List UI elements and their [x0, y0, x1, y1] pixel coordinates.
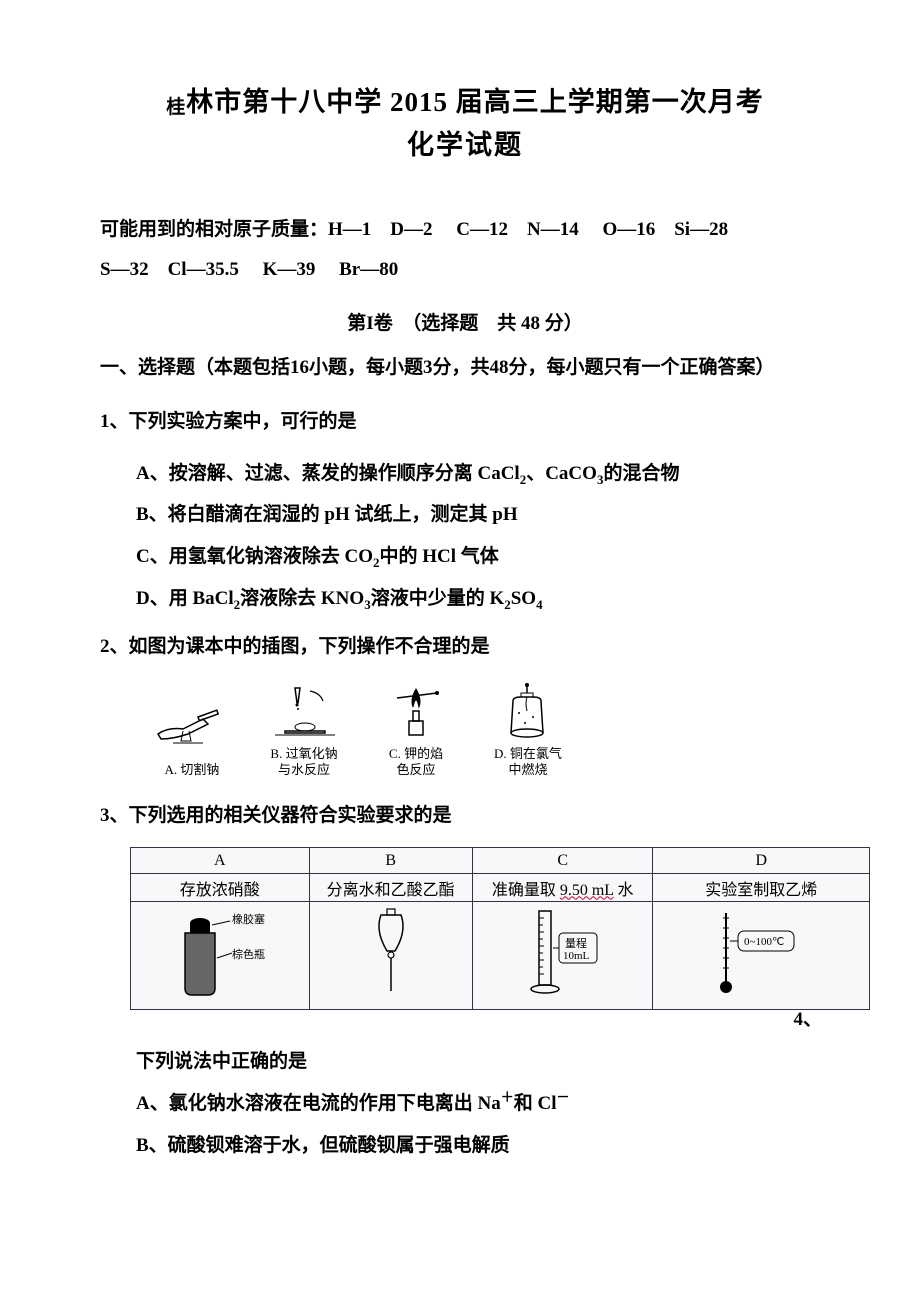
separating-funnel-icon [341, 903, 441, 1003]
brown-bottle-icon: 橡胶塞 棕色瓶 [150, 903, 290, 1003]
q1d-mid: 溶液除去 KNO [240, 588, 364, 609]
brown-label: 棕色瓶 [232, 947, 265, 961]
q2d-cap1: D. 铜在氯气 [494, 746, 562, 761]
q4a-sup2: － [556, 1090, 569, 1105]
atomic-mass-info: 可能用到的相对原子质量：H—1 D—2 C—12 N—14 O—16 Si—28… [100, 210, 830, 290]
q2-fig-c-caption: C. 钾的焰色反应 [389, 746, 443, 780]
q2-fig-d-caption: D. 铜在氯气中燃烧 [494, 746, 562, 780]
q4-option-a: A、氯化钠水溶液在电流的作用下电离出 Na＋和 Cl－ [100, 1083, 830, 1125]
table-row: 存放浓硝酸 分离水和乙酸乙酯 准确量取 9.50 mL 水 实验室制取乙烯 [131, 874, 870, 902]
range-label-1: 量程 [565, 937, 587, 950]
q4a-pre: A、氯化钠水溶液在电流的作用下电离出 Na [136, 1093, 501, 1114]
section-1-instruction: 一、选择题（本题包括16小题，每小题3分，共48分，每小题只有一个正确答案） [100, 349, 830, 387]
q3-apparatus-table: A B C D 存放浓硝酸 分离水和乙酸乙酯 准确量取 9.50 mL 水 实验… [130, 847, 870, 1010]
range-label-2: 10mL [563, 950, 590, 962]
q2-fig-b-caption: B. 过氧化钠与水反应 [270, 746, 337, 780]
cutting-sodium-icon [153, 694, 231, 760]
rubber-label: 橡胶塞 [232, 912, 265, 926]
q2b-cap1: B. 过氧化钠 [270, 746, 337, 761]
q2-fig-b: B. 过氧化钠与水反应 [260, 678, 348, 780]
graduated-cylinder-icon: 量程 10mL [493, 903, 633, 1003]
exam-title-line2: 化学试题 [100, 123, 830, 162]
q2-fig-d: D. 铜在氯气中燃烧 [484, 678, 572, 780]
title-rest: 林市第十八中学 2015 届高三上学期第一次月考 [186, 87, 764, 117]
table-row: A B C D [131, 848, 870, 874]
q4a-sup1: ＋ [501, 1090, 514, 1105]
exam-title-line1: 桂林市第十八中学 2015 届高三上学期第一次月考 [100, 80, 830, 119]
q4-stem: 下列说法中正确的是 [100, 1041, 830, 1083]
q2-stem: 2、如图为课本中的插图，下列操作不合理的是 [100, 626, 830, 668]
q3c-val: 9.50 mL [560, 882, 614, 899]
table-row: 橡胶塞 棕色瓶 量程 10mL [131, 902, 870, 1010]
q1a-mid: 、CaCO [526, 463, 597, 484]
q3-desc-a: 存放浓硝酸 [131, 874, 310, 902]
q3c-pre: 准确量取 [492, 882, 560, 899]
q1a-post: 的混合物 [603, 463, 679, 484]
q2d-cap2: 中燃烧 [508, 762, 547, 777]
q2-figure-row: A. 切割钠 B. 过氧化钠与水反应 [100, 678, 830, 780]
q2-fig-a-caption: A. 切割钠 [165, 762, 220, 779]
q2c-cap1: C. 钾的焰 [389, 746, 443, 761]
q2b-cap2: 与水反应 [278, 762, 330, 777]
q1d-pre: D、用 BaCl [136, 588, 234, 609]
q3-apparatus-b [309, 902, 472, 1010]
q4-option-b: B、硫酸钡难溶于水，但硫酸钡属于强电解质 [100, 1125, 830, 1167]
q1-option-b: B、将白醋滴在润湿的 pH 试纸上，测定其 pH [100, 494, 830, 536]
thermometer-icon: 0~100℃ [676, 903, 846, 1003]
q3-desc-c: 准确量取 9.50 mL 水 [472, 874, 653, 902]
q2c-cap2: 色反应 [396, 762, 435, 777]
peroxide-water-icon [265, 678, 343, 744]
q3-hdr-c: C [472, 848, 653, 874]
temp-label: 0~100℃ [744, 936, 784, 948]
q3-apparatus-d: 0~100℃ [653, 902, 870, 1010]
q1c-pre: C、用氢氧化钠溶液除去 CO [136, 546, 373, 567]
q3-desc-d: 实验室制取乙烯 [653, 874, 870, 902]
q1-option-c: C、用氢氧化钠溶液除去 CO2中的 HCl 气体 [100, 536, 830, 578]
q3-apparatus-a: 橡胶塞 棕色瓶 [131, 902, 310, 1010]
q1a-pre: A、按溶解、过滤、蒸发的操作顺序分离 CaCl [136, 463, 520, 484]
flame-test-icon [377, 678, 455, 744]
q1-stem: 1、下列实验方案中，可行的是 [100, 401, 830, 443]
title-prefix: 桂 [166, 97, 186, 118]
q3-hdr-b: B [309, 848, 472, 874]
q1d-sub4: 4 [536, 597, 543, 612]
q4a-mid: 和 Cl [514, 1093, 557, 1114]
q1-option-d: D、用 BaCl2溶液除去 KNO3溶液中少量的 K2SO4 [100, 578, 830, 620]
mass-prefix: 可能用到的相对原子质量： [100, 219, 328, 240]
q2-fig-c: C. 钾的焰色反应 [372, 678, 460, 780]
q3-apparatus-c: 量程 10mL [472, 902, 653, 1010]
copper-chlorine-icon [489, 678, 567, 744]
q2-fig-a: A. 切割钠 [148, 694, 236, 779]
mass-line1: H—1 D—2 C—12 N—14 O—16 Si—28 [328, 219, 728, 240]
q1d-mid3: SO [511, 588, 536, 609]
q3-hdr-a: A [131, 848, 310, 874]
q1-option-a: A、按溶解、过滤、蒸发的操作顺序分离 CaCl2、CaCO3的混合物 [100, 453, 830, 495]
q1c-post: 中的 HCl 气体 [379, 546, 498, 567]
q3-stem: 3、下列选用的相关仪器符合实验要求的是 [100, 795, 830, 837]
q1d-mid2: 溶液中少量的 K [371, 588, 505, 609]
q3-hdr-d: D [653, 848, 870, 874]
section-1-header: 第I卷 （选择题 共 48 分） [100, 308, 830, 335]
mass-line2: S—32 Cl—35.5 K—39 Br—80 [100, 259, 398, 280]
q3c-post: 水 [613, 882, 633, 899]
q3-desc-b: 分离水和乙酸乙酯 [309, 874, 472, 902]
